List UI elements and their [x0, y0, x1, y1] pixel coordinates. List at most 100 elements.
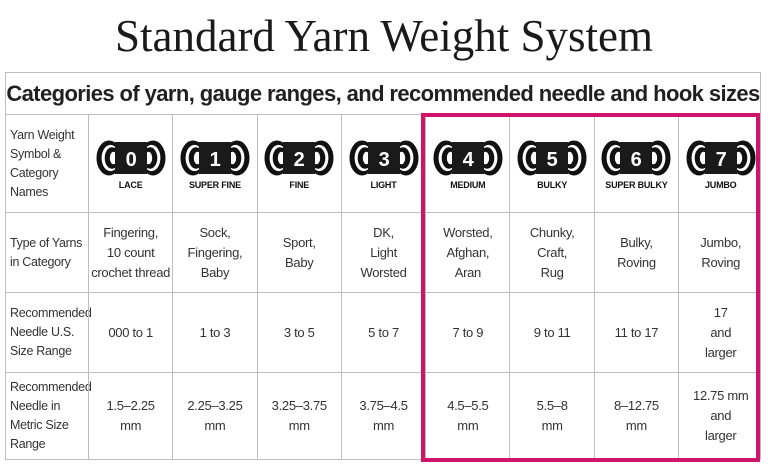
cell-line: Baby	[200, 264, 230, 280]
cell-line: and	[710, 408, 732, 423]
table-row-us-size: Recommended Needle U.S. Size Range 000 to…	[6, 293, 760, 373]
cell-line: mm	[457, 418, 479, 433]
category-number: 0	[125, 149, 136, 171]
cell-line: larger	[705, 344, 737, 360]
cell-line: 5.5–8	[536, 398, 568, 413]
category-name: SUPER BULKY	[605, 179, 668, 190]
us-size-cell: 17 and larger	[678, 293, 762, 372]
cell-line: Sock,	[199, 224, 231, 240]
row-label-symbol: Yarn Weight Symbol & Category Names	[6, 115, 88, 212]
row-label-type: Type of Yarns in Category	[6, 213, 88, 292]
cell-line: DK,	[373, 224, 394, 240]
metric-size-cell: 3.75–4.5 mm	[340, 373, 425, 459]
us-size-cell: 000 to 1	[88, 293, 172, 372]
cell-line: 5 to 7	[368, 324, 399, 340]
category-number: 5	[547, 149, 558, 171]
metric-size-cell: 5.5–8 mm	[509, 373, 593, 459]
cell-line: and	[710, 324, 732, 340]
cell-line: Jumbo,	[700, 234, 742, 250]
row-label-text: Yarn Weight Symbol & Category Names	[10, 127, 75, 199]
cell-line: 11 to 17	[614, 324, 659, 340]
yarn-ball-icon: 6	[601, 140, 671, 175]
cell-line: 3.25–3.75	[271, 398, 327, 413]
type-cell: Bulky, Roving	[593, 213, 678, 292]
cell-line: Craft,	[537, 244, 568, 260]
type-cell: Sport, Baby	[256, 213, 341, 292]
table-row-types: Type of Yarns in Category Fingering, 10 co…	[6, 213, 760, 293]
category-number: 1	[210, 149, 221, 171]
yarn-ball-icon: 0	[96, 140, 166, 175]
page-title: Standard Yarn Weight System	[114, 11, 654, 61]
cell-line: Worsted,	[443, 224, 493, 240]
yarn-ball-icon: 3	[349, 140, 419, 175]
type-cell: DK, Light Worsted	[340, 213, 425, 292]
yarn-ball-icon: 1	[180, 140, 250, 175]
cell-line: 000 to 1	[108, 324, 153, 340]
category-cell: 4 MEDIUM	[425, 115, 509, 212]
category-number: 2	[294, 149, 305, 171]
cell-line: Fingering,	[187, 244, 243, 260]
category-number: 4	[462, 149, 474, 171]
cell-line: Aran	[454, 264, 482, 280]
type-cell: Worsted, Afghan, Aran	[425, 213, 509, 292]
us-size-cell: 9 to 11	[509, 293, 593, 372]
cell-line: mm	[625, 418, 647, 433]
table-subtitle: Categories of yarn, gauge ranges, and re…	[6, 73, 760, 115]
us-size-cell: 11 to 17	[593, 293, 678, 372]
cell-line: 8–12.75	[613, 398, 659, 413]
category-name: LIGHT	[370, 179, 397, 190]
metric-size-cell: 3.25–3.75 mm	[256, 373, 341, 459]
cell-line: Rug	[540, 264, 564, 280]
cell-line: Baby	[285, 254, 314, 270]
cell-line: 10 count	[106, 244, 155, 260]
cell-line: Chunky,	[529, 224, 575, 240]
metric-size-cell: 12.75 mm and larger	[678, 373, 762, 459]
category-cell: 0 LACE	[88, 115, 172, 212]
cell-line: 12.75 mm	[693, 388, 749, 403]
yarn-ball-icon: 5	[517, 140, 587, 175]
cell-line: larger	[705, 428, 737, 443]
category-name: LACE	[118, 179, 143, 190]
metric-size-cell: 4.5–5.5 mm	[425, 373, 509, 459]
category-cell: 7 JUMBO	[678, 115, 762, 212]
cell-line: Worsted	[360, 264, 407, 280]
row-label-us-size: Recommended Needle U.S. Size Range	[6, 293, 92, 372]
category-cell: 3 LIGHT	[340, 115, 425, 212]
category-number: 6	[631, 149, 642, 171]
cell-line: Sport,	[282, 234, 316, 250]
metric-size-cell: 2.25–3.25 mm	[172, 373, 256, 459]
metric-size-cell: 8–12.75 mm	[593, 373, 678, 459]
row-label-text: Type of Yarns in Category	[10, 235, 83, 269]
category-number: 3	[378, 149, 389, 171]
category-name: MEDIUM	[450, 179, 486, 190]
category-name: JUMBO	[704, 179, 737, 190]
cell-line: mm	[204, 418, 226, 433]
row-label-text: Recommended Needle U.S. Size Range	[10, 306, 92, 358]
type-cell: Fingering, 10 count crochet thread	[88, 213, 172, 292]
category-number: 7	[715, 149, 726, 171]
table-row-metric-size: Recommended Needle in Metric Size Range 1…	[6, 373, 760, 459]
type-cell: Chunky, Craft, Rug	[509, 213, 593, 292]
cell-line: Bulky,	[620, 234, 653, 250]
category-cell: 5 BULKY	[509, 115, 593, 212]
row-label-text: Recommended Needle in Metric Size Range	[10, 380, 92, 451]
category-name: SUPER FINE	[188, 179, 241, 190]
cell-line: Afghan,	[446, 244, 490, 260]
cell-line: 1 to 3	[199, 324, 231, 340]
type-cell: Jumbo, Roving	[678, 213, 762, 292]
category-cell: 1 SUPER FINE	[172, 115, 256, 212]
us-size-cell: 5 to 7	[340, 293, 425, 372]
cell-line: 1.5–2.25	[106, 398, 156, 413]
cell-line: Light	[370, 244, 397, 260]
cell-line: 3.75–4.5	[359, 398, 408, 413]
cell-line: 7 to 9	[452, 324, 484, 340]
us-size-cell: 7 to 9	[425, 293, 509, 372]
cell-line: mm	[120, 418, 142, 433]
yarn-weight-table: Categories of yarn, gauge ranges, and re…	[5, 72, 761, 460]
table-row-symbols: Yarn Weight Symbol & Category Names 0 LACE…	[6, 115, 760, 213]
row-label-metric-size: Recommended Needle in Metric Size Range	[6, 373, 92, 459]
category-name: FINE	[289, 179, 310, 190]
cell-line: Roving	[617, 254, 656, 270]
cell-line: 2.25–3.25	[187, 398, 243, 413]
cell-line: 17	[713, 304, 728, 320]
